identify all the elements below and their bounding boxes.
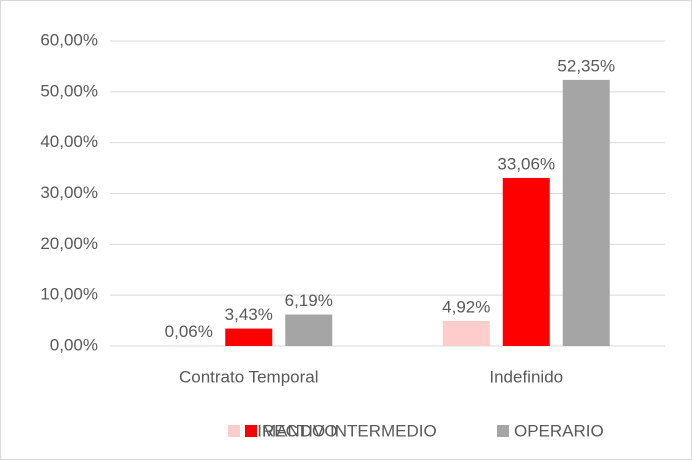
value-label: 6,19% xyxy=(285,291,333,310)
legend-label: DIRECTIVO xyxy=(245,421,338,440)
x-tick-label: Contrato Temporal xyxy=(179,367,319,386)
y-tick-label: 30,00% xyxy=(40,183,98,202)
y-tick-label: 20,00% xyxy=(40,234,98,253)
legend-swatch xyxy=(228,425,240,437)
x-tick-label: Indefinido xyxy=(489,367,563,386)
value-label: 0,06% xyxy=(165,322,213,341)
bar xyxy=(502,177,550,346)
y-tick-label: 60,00% xyxy=(40,30,98,49)
y-tick-label: 50,00% xyxy=(40,81,98,100)
legend-swatch xyxy=(497,425,509,437)
value-label: 52,35% xyxy=(557,56,615,75)
y-tick-label: 40,00% xyxy=(40,132,98,151)
bar xyxy=(442,320,490,346)
legend-label: MANDO INTERMEDIO xyxy=(262,421,437,440)
value-label: 4,92% xyxy=(442,297,490,316)
bar xyxy=(225,328,273,346)
value-label: 33,06% xyxy=(497,154,555,173)
legend-label: OPERARIO xyxy=(514,421,604,440)
y-tick-label: 0,00% xyxy=(50,335,98,354)
legend-swatch xyxy=(245,425,257,437)
value-label: 3,43% xyxy=(225,305,273,324)
bar xyxy=(562,79,610,346)
y-tick-label: 10,00% xyxy=(40,285,98,304)
bar xyxy=(285,314,333,346)
